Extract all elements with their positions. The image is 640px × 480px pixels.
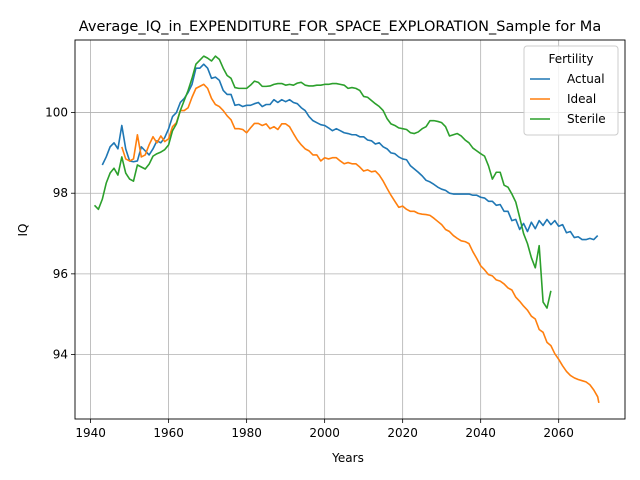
- y-tick-label: 100: [45, 106, 68, 120]
- legend-label-sterile: Sterile: [567, 112, 606, 126]
- y-axis-label: IQ: [16, 224, 30, 237]
- x-tick-label: 1960: [153, 426, 184, 440]
- legend-label-actual: Actual: [567, 72, 605, 86]
- legend-label-ideal: Ideal: [567, 92, 596, 106]
- series-line-sterile: [93, 55, 552, 309]
- x-axis-ticks: 1940 1960 1980 2000 2020 2040 2060: [75, 419, 574, 440]
- x-tick-label: 1980: [231, 426, 262, 440]
- x-tick-label: 2000: [309, 426, 340, 440]
- series-layer: [93, 55, 600, 404]
- plot-frame: [74, 39, 626, 420]
- y-tick-label: 96: [53, 267, 68, 281]
- legend-title: Fertility: [548, 52, 593, 66]
- y-tick-label: 98: [53, 186, 68, 200]
- x-tick-label: 2020: [387, 426, 418, 440]
- x-axis-label: Years: [331, 451, 364, 465]
- y-axis-ticks: 94 96 98 100: [45, 106, 75, 361]
- chart-title: Average_IQ_in_EXPENDITURE_FOR_SPACE_EXPL…: [79, 19, 601, 35]
- legend-items: Actual Ideal Sterile: [530, 72, 606, 126]
- legend-box: [523, 45, 619, 136]
- series-line-ideal: [121, 83, 600, 404]
- x-tick-label: 2060: [543, 426, 574, 440]
- legend: Fertility Actual Ideal Sterile: [523, 45, 619, 136]
- x-tick-label: 2040: [465, 426, 496, 440]
- x-tick-label: 1940: [75, 426, 106, 440]
- y-tick-label: 94: [53, 347, 68, 361]
